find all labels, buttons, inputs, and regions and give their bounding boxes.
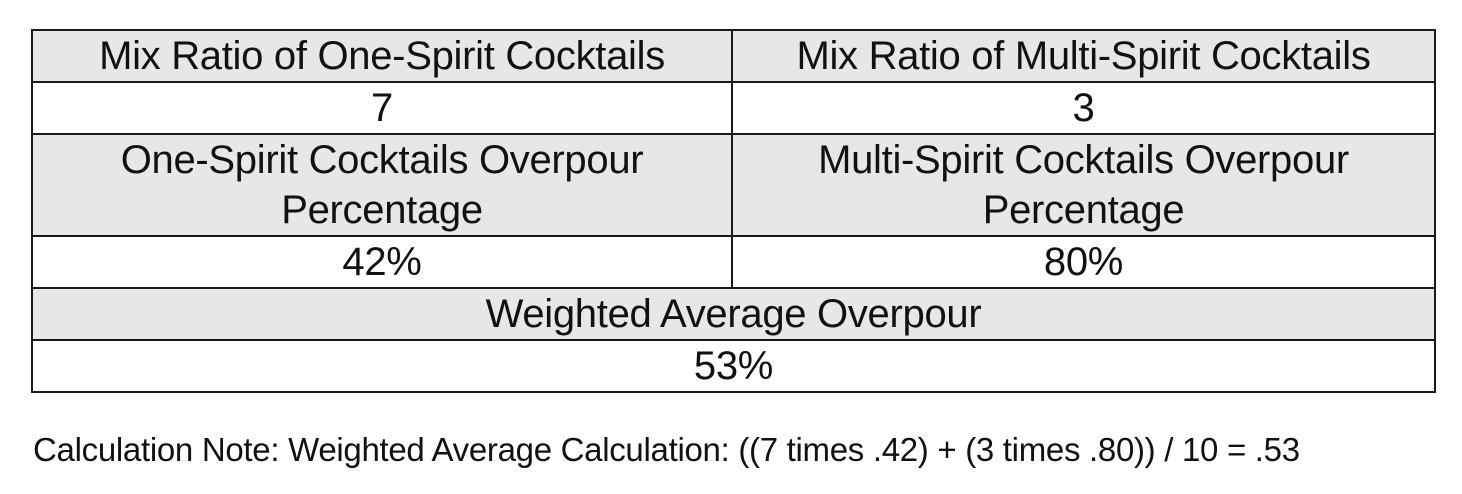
one-spirit-ratio-header: Mix Ratio of One-Spirit Cocktails — [31, 29, 733, 83]
weighted-average-value-row: 53% — [31, 339, 1436, 393]
one-spirit-overpour-value: 42% — [31, 235, 733, 289]
ratio-value-row: 7 3 — [31, 81, 1436, 135]
ratio-header-row: Mix Ratio of One-Spirit Cocktails Mix Ra… — [31, 29, 1436, 83]
one-spirit-overpour-header: One-Spirit Cocktails Overpour Percentage — [31, 133, 733, 237]
weighted-average-header: Weighted Average Overpour — [31, 287, 1436, 341]
overpour-value-row: 42% 80% — [31, 235, 1436, 289]
calculation-note: Calculation Note: Weighted Average Calcu… — [33, 431, 1300, 468]
multi-spirit-overpour-value: 80% — [731, 235, 1436, 289]
multi-spirit-overpour-header: Multi-Spirit Cocktails Overpour Percenta… — [731, 133, 1436, 237]
overpour-header-row: One-Spirit Cocktails Overpour Percentage… — [31, 133, 1436, 237]
weighted-average-value: 53% — [31, 339, 1436, 393]
overpour-table: Mix Ratio of One-Spirit Cocktails Mix Ra… — [31, 29, 1436, 393]
one-spirit-ratio-value: 7 — [31, 81, 733, 135]
weighted-average-header-row: Weighted Average Overpour — [31, 287, 1436, 341]
multi-spirit-ratio-header: Mix Ratio of Multi-Spirit Cocktails — [731, 29, 1436, 83]
multi-spirit-ratio-value: 3 — [731, 81, 1436, 135]
